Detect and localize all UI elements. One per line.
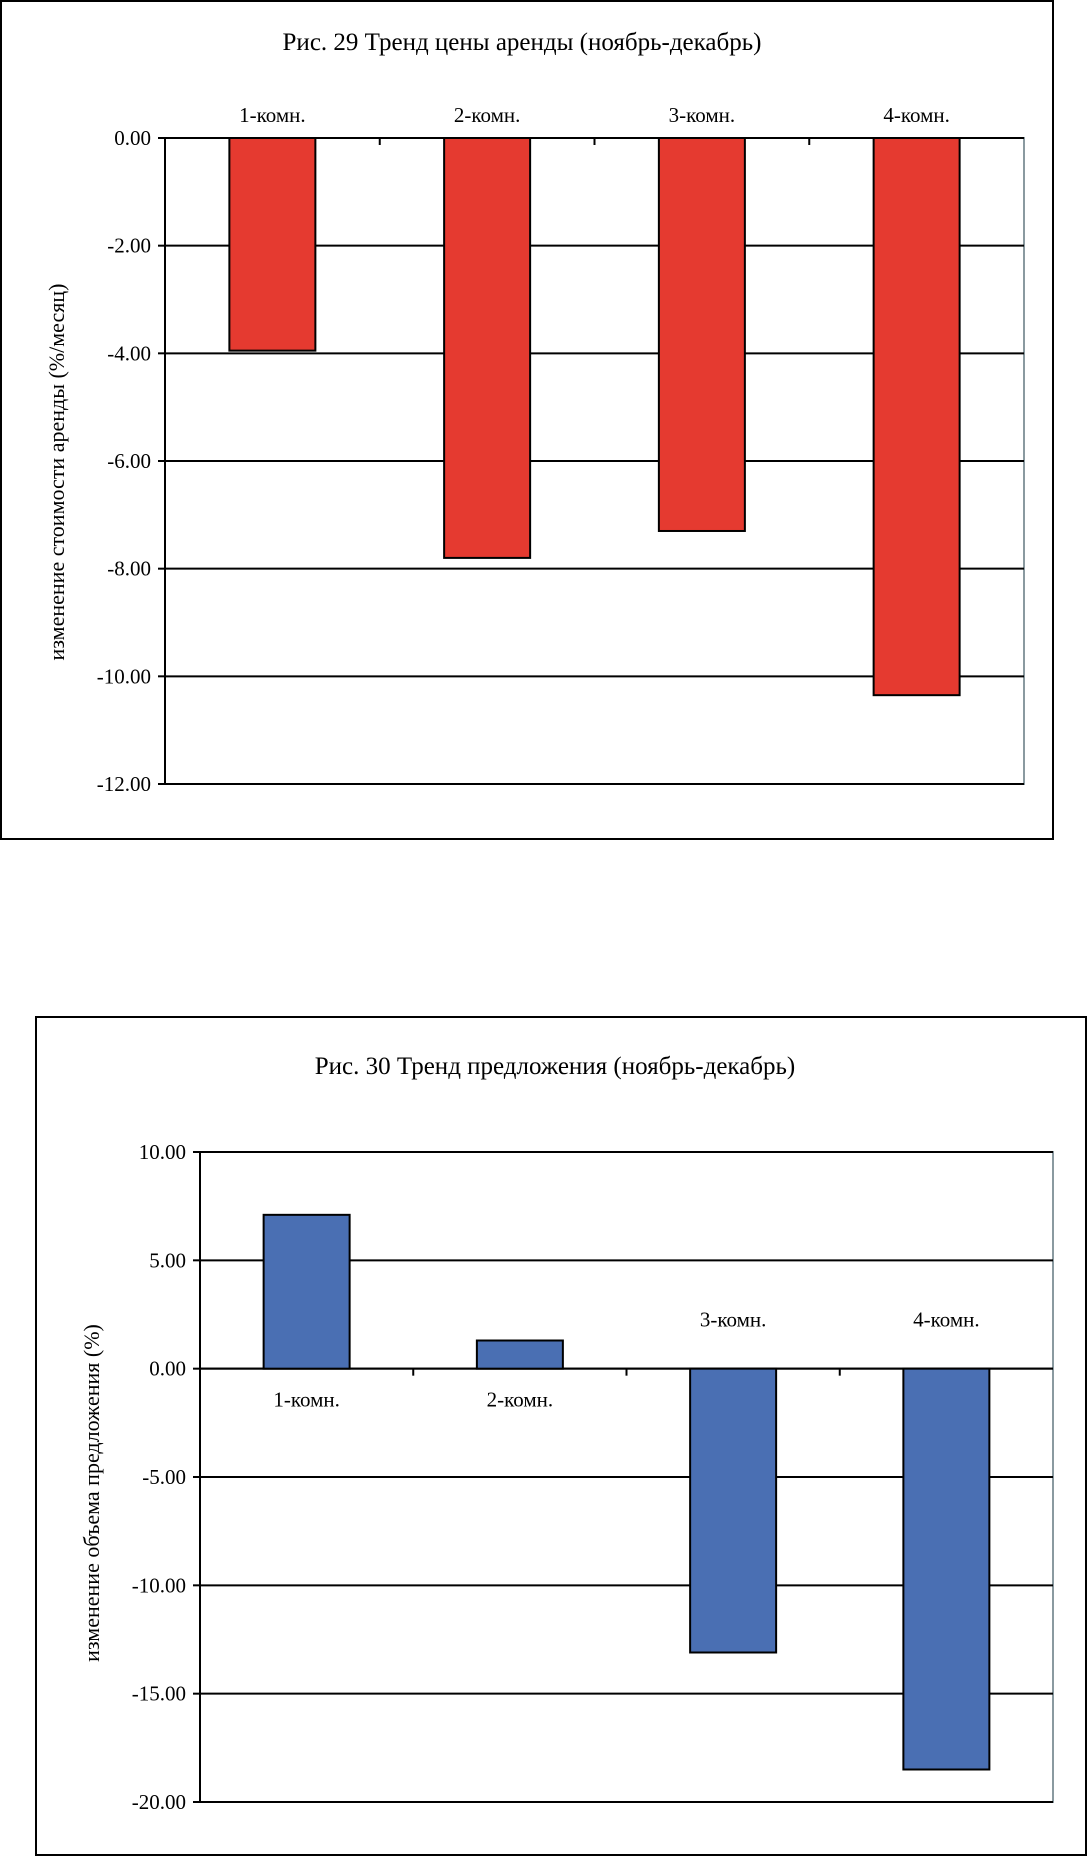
- chart-title: Рис. 29 Тренд цены аренды (ноябрь-декабр…: [283, 29, 762, 56]
- bar-3: [689, 1367, 778, 1654]
- y-tick-label: -20.00: [132, 1790, 186, 1814]
- category-label: 4-комн.: [913, 1308, 980, 1332]
- y-tick-label: -15.00: [132, 1682, 186, 1706]
- bar-4: [872, 137, 961, 697]
- y-tick-label: -8.00: [107, 557, 151, 581]
- supply-trend-chart: Рис. 30 Тренд предложения (ноябрь-декабр…: [35, 1016, 1087, 1856]
- y-tick-label: 0.00: [114, 126, 151, 150]
- category-label: 2-комн.: [487, 1388, 554, 1412]
- y-tick-label: -10.00: [97, 664, 151, 688]
- y-tick-label: -10.00: [132, 1573, 186, 1597]
- bar-2: [443, 137, 532, 559]
- category-label: 1-комн.: [239, 103, 306, 127]
- bar-4: [902, 1367, 991, 1771]
- bar-2: [475, 1339, 564, 1370]
- y-axis-label: изменение стоимости аренды (%/месяц): [44, 284, 69, 661]
- y-tick-label: -6.00: [107, 449, 151, 473]
- y-tick-label: -12.00: [97, 772, 151, 796]
- category-label: 2-комн.: [454, 103, 521, 127]
- y-tick-label: -5.00: [142, 1465, 186, 1489]
- y-tick-label: 0.00: [149, 1357, 186, 1381]
- rent-price-trend-chart: Рис. 29 Тренд цены аренды (ноябрь-декабр…: [0, 0, 1054, 840]
- bar-1: [228, 137, 317, 352]
- y-tick-label: -2.00: [107, 234, 151, 258]
- category-label: 1-комн.: [273, 1388, 340, 1412]
- y-tick-label: 5.00: [149, 1248, 186, 1272]
- category-label: 4-комн.: [883, 103, 950, 127]
- bar-1: [262, 1213, 351, 1370]
- chart-title: Рис. 30 Тренд предложения (ноябрь-декабр…: [315, 1053, 795, 1080]
- y-axis-label: изменение объема предложения (%): [79, 1324, 104, 1662]
- y-tick-label: -4.00: [107, 341, 151, 365]
- category-label: 3-комн.: [669, 103, 736, 127]
- supply-trend-plot: Рис. 30 Тренд предложения (ноябрь-декабр…: [79, 1053, 1054, 1814]
- y-tick-label: 10.00: [139, 1140, 186, 1164]
- rent-price-trend-plot: Рис. 29 Тренд цены аренды (ноябрь-декабр…: [44, 29, 1025, 796]
- category-label: 3-комн.: [700, 1308, 767, 1332]
- bar-3: [657, 137, 746, 532]
